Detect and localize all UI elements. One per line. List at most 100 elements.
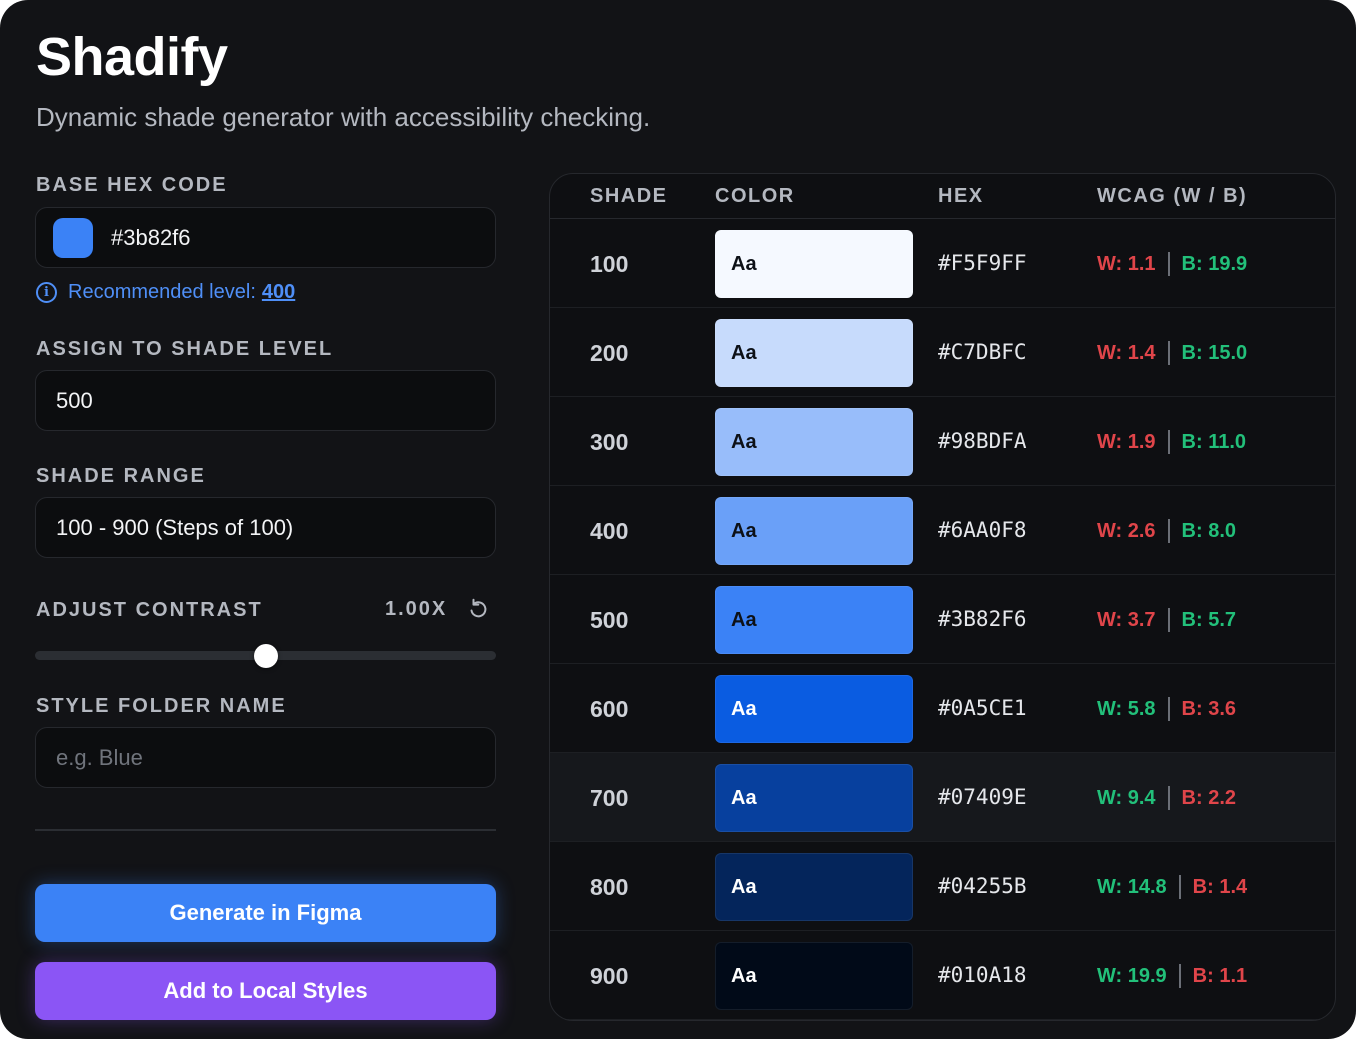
color-sample[interactable]: Aa bbox=[715, 319, 913, 387]
table-row[interactable]: 300 Aa #98BDFA W: 1.9 B: 11.0 bbox=[550, 397, 1335, 486]
sample-text: Aa bbox=[731, 341, 757, 364]
color-sample[interactable]: Aa bbox=[715, 675, 913, 743]
hex-value[interactable]: #F5F9FF bbox=[938, 251, 1027, 275]
hex-value[interactable]: #6AA0F8 bbox=[938, 518, 1027, 542]
wcag-black: B: 3.6 bbox=[1181, 697, 1237, 720]
hex-value[interactable]: #04255B bbox=[938, 874, 1027, 898]
shade-level-label: ASSIGN TO SHADE LEVEL bbox=[36, 338, 334, 360]
color-sample[interactable]: Aa bbox=[715, 408, 913, 476]
wcag-separator bbox=[1178, 875, 1181, 899]
color-sample[interactable]: Aa bbox=[715, 230, 913, 298]
shades-table: SHADE COLOR HEX WCAG (W / B) 100 Aa #F5F9F… bbox=[549, 173, 1336, 1021]
wcag-black: B: 1.1 bbox=[1192, 964, 1248, 987]
wcag-white: W: 1.4 bbox=[1097, 341, 1156, 364]
recommended-level: i Recommended level: 400 bbox=[36, 281, 295, 304]
shade-level: 800 bbox=[590, 874, 629, 900]
shade-level: 300 bbox=[590, 429, 629, 455]
base-hex-input[interactable]: #3b82f6 bbox=[35, 207, 496, 268]
shade-level: 100 bbox=[590, 251, 629, 277]
wcag-white: W: 2.6 bbox=[1097, 519, 1156, 542]
wcag-black: B: 2.2 bbox=[1181, 786, 1237, 809]
shade-level: 200 bbox=[590, 340, 629, 366]
wcag-separator bbox=[1167, 519, 1170, 543]
wcag-separator bbox=[1167, 341, 1170, 365]
color-sample[interactable]: Aa bbox=[715, 942, 913, 1010]
table-row[interactable]: 800 Aa #04255B W: 14.8 B: 1.4 bbox=[550, 842, 1335, 931]
wcag-separator bbox=[1167, 252, 1170, 276]
hex-value[interactable]: #0A5CE1 bbox=[938, 696, 1027, 720]
wcag-ratios: W: 5.8 B: 3.6 bbox=[1097, 697, 1236, 721]
recommended-level-link[interactable]: 400 bbox=[261, 281, 296, 303]
hex-value[interactable]: #98BDFA bbox=[938, 429, 1027, 453]
shade-level: 700 bbox=[590, 785, 629, 811]
hex-value[interactable]: #C7DBFC bbox=[938, 340, 1027, 364]
color-sample[interactable]: Aa bbox=[715, 586, 913, 654]
table-row[interactable]: 600 Aa #0A5CE1 W: 5.8 B: 3.6 bbox=[550, 664, 1335, 753]
table-row[interactable]: 500 Aa #3B82F6 W: 3.7 B: 5.7 bbox=[550, 575, 1335, 664]
shade-level: 600 bbox=[590, 696, 629, 722]
wcag-ratios: W: 3.7 B: 5.7 bbox=[1097, 608, 1236, 632]
shade-level: 500 bbox=[590, 607, 629, 633]
wcag-ratios: W: 1.4 B: 15.0 bbox=[1097, 341, 1247, 365]
base-color-swatch[interactable] bbox=[53, 217, 93, 258]
sample-text: Aa bbox=[731, 519, 757, 542]
folder-label: STYLE FOLDER NAME bbox=[36, 695, 287, 717]
sample-text: Aa bbox=[731, 697, 757, 720]
hex-value[interactable]: #07409E bbox=[938, 785, 1027, 809]
table-row[interactable]: 900 Aa #010A18 W: 19.9 B: 1.1 bbox=[550, 931, 1335, 1020]
table-header: SHADE COLOR HEX WCAG (W / B) bbox=[550, 174, 1335, 219]
wcag-white: W: 14.8 bbox=[1097, 875, 1167, 898]
contrast-slider-thumb[interactable] bbox=[253, 644, 278, 668]
wcag-separator bbox=[1167, 697, 1170, 721]
color-sample[interactable]: Aa bbox=[715, 497, 913, 565]
wcag-black: B: 5.7 bbox=[1181, 608, 1237, 631]
shade-range-value: 100 - 900 (Steps of 100) bbox=[56, 514, 294, 540]
table-row[interactable]: 700 Aa #07409E W: 9.4 B: 2.2 bbox=[550, 753, 1335, 842]
sample-text: Aa bbox=[731, 964, 757, 987]
info-icon: i bbox=[36, 282, 57, 303]
shade-range-label: SHADE RANGE bbox=[36, 465, 206, 487]
wcag-white: W: 9.4 bbox=[1097, 786, 1156, 809]
wcag-white: W: 19.9 bbox=[1097, 964, 1167, 987]
recommended-text: Recommended level: bbox=[68, 281, 256, 303]
add-to-local-styles-button[interactable]: Add to Local Styles bbox=[35, 962, 496, 1020]
shade-level-select[interactable]: 500 bbox=[35, 370, 496, 431]
sample-text: Aa bbox=[731, 875, 757, 898]
header-shade: SHADE bbox=[590, 185, 668, 207]
shade-level: 900 bbox=[590, 963, 629, 989]
table-row[interactable]: 200 Aa #C7DBFC W: 1.4 B: 15.0 bbox=[550, 308, 1335, 397]
divider bbox=[35, 829, 496, 831]
wcag-black: B: 11.0 bbox=[1181, 430, 1247, 453]
sample-text: Aa bbox=[731, 430, 757, 453]
folder-name-placeholder: e.g. Blue bbox=[56, 744, 143, 770]
app-subtitle: Dynamic shade generator with accessibili… bbox=[36, 102, 651, 132]
wcag-white: W: 1.9 bbox=[1097, 430, 1156, 453]
sample-text: Aa bbox=[731, 608, 757, 631]
base-hex-value: #3b82f6 bbox=[111, 224, 191, 250]
app-title: Shadify bbox=[36, 27, 228, 87]
header-color: COLOR bbox=[715, 185, 795, 207]
hex-value[interactable]: #3B82F6 bbox=[938, 607, 1027, 631]
contrast-value: 1.00X bbox=[385, 598, 448, 620]
wcag-ratios: W: 1.1 B: 19.9 bbox=[1097, 252, 1247, 276]
base-hex-label: BASE HEX CODE bbox=[36, 174, 228, 196]
wcag-separator bbox=[1167, 430, 1170, 454]
contrast-label: ADJUST CONTRAST bbox=[36, 599, 263, 621]
wcag-white: W: 3.7 bbox=[1097, 608, 1156, 631]
color-sample[interactable]: Aa bbox=[715, 853, 913, 921]
shade-range-select[interactable]: 100 - 900 (Steps of 100) bbox=[35, 497, 496, 558]
wcag-white: W: 5.8 bbox=[1097, 697, 1156, 720]
wcag-black: B: 15.0 bbox=[1181, 341, 1248, 364]
hex-value[interactable]: #010A18 bbox=[938, 963, 1027, 987]
table-row[interactable]: 400 Aa #6AA0F8 W: 2.6 B: 8.0 bbox=[550, 486, 1335, 575]
wcag-black: B: 1.4 bbox=[1192, 875, 1248, 898]
color-sample[interactable]: Aa bbox=[715, 764, 913, 832]
table-row[interactable]: 100 Aa #F5F9FF W: 1.1 B: 19.9 bbox=[550, 219, 1335, 308]
generate-in-figma-button[interactable]: Generate in Figma bbox=[35, 884, 496, 942]
sample-text: Aa bbox=[731, 252, 757, 275]
folder-name-input[interactable]: e.g. Blue bbox=[35, 727, 496, 788]
header-wcag: WCAG (W / B) bbox=[1097, 185, 1248, 207]
reset-icon[interactable] bbox=[466, 597, 490, 621]
wcag-separator bbox=[1167, 786, 1170, 810]
